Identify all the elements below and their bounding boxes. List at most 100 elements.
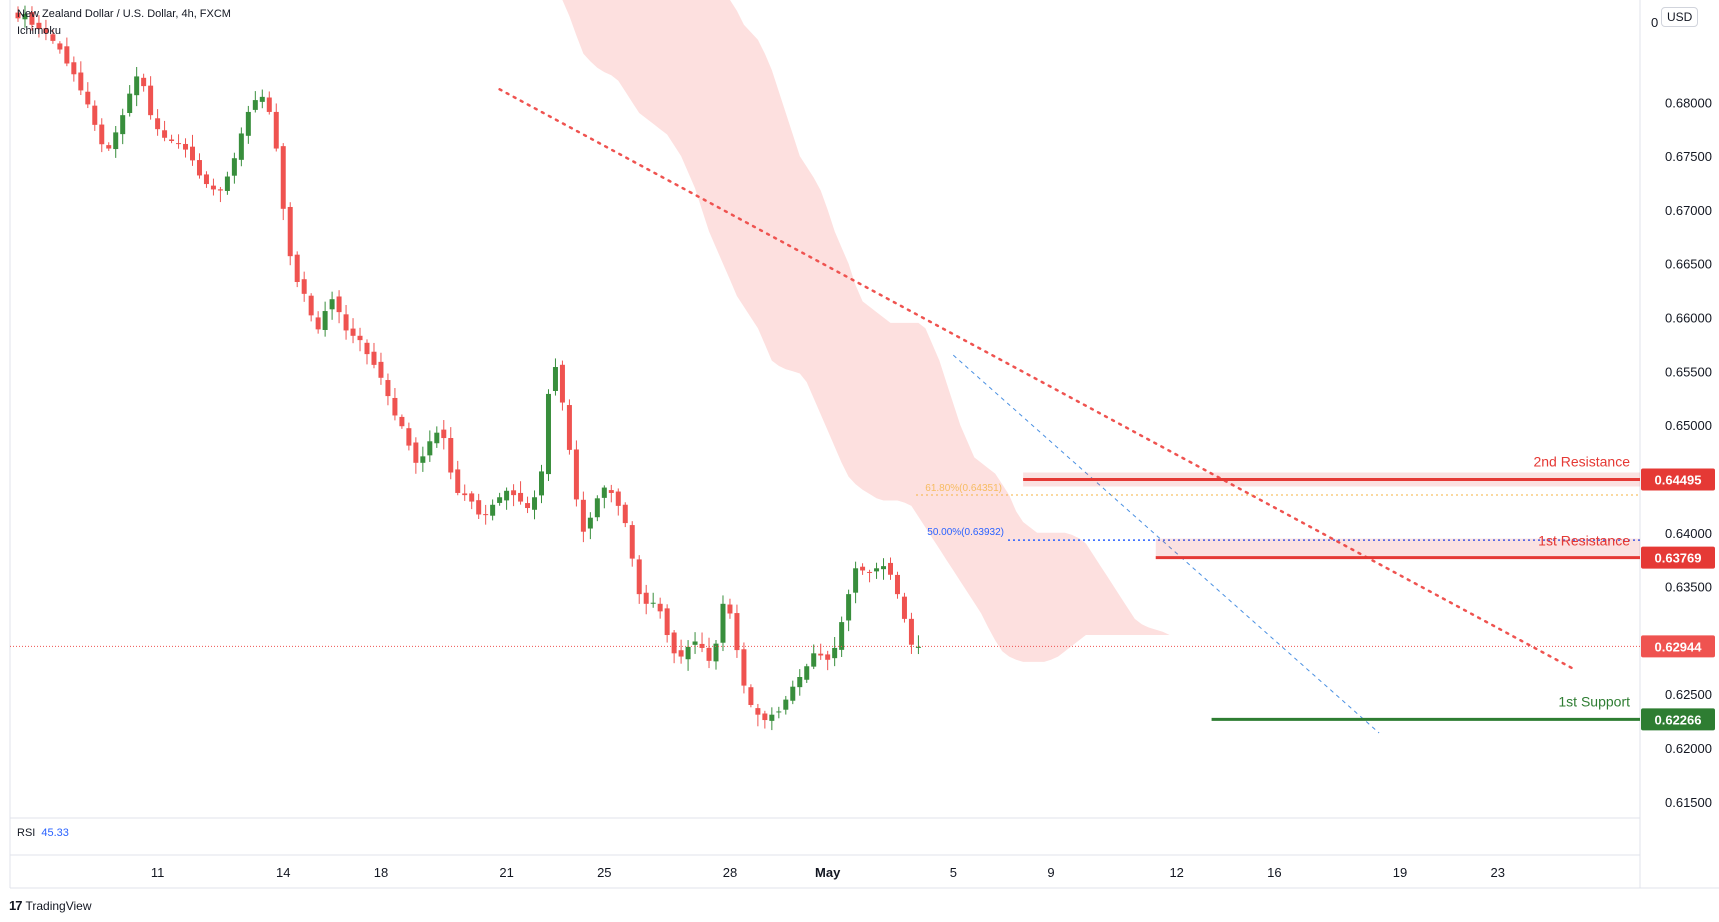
candle-body xyxy=(797,677,803,688)
candle-body xyxy=(427,441,433,456)
price-tick-label: 0.65500 xyxy=(1665,364,1712,379)
candle-body xyxy=(378,361,384,378)
candle xyxy=(643,584,649,615)
candles-layer xyxy=(15,5,921,731)
candle-body xyxy=(678,650,684,657)
candle-body xyxy=(162,130,168,138)
candle xyxy=(811,644,817,670)
candle-body xyxy=(573,449,579,500)
indicator-label: Ichimoku xyxy=(17,25,62,37)
candle-body xyxy=(881,566,887,570)
candle xyxy=(881,558,887,580)
axis-layer: 0.615000.620000.625000.630000.635000.640… xyxy=(151,15,1715,880)
candle-body xyxy=(420,456,426,463)
candle xyxy=(685,640,691,671)
candle-body xyxy=(894,574,900,595)
candle xyxy=(322,301,328,337)
candle xyxy=(85,82,91,109)
candle xyxy=(573,440,579,507)
candle-body xyxy=(273,111,279,149)
candle-body xyxy=(50,34,56,41)
candle-body xyxy=(64,46,70,64)
brand-name: TradingView xyxy=(25,898,92,913)
candle xyxy=(692,632,698,654)
candle-body xyxy=(406,428,412,446)
price-tick-label: 0 xyxy=(1651,15,1658,30)
candle-body xyxy=(169,139,175,141)
candle xyxy=(483,504,489,525)
candle xyxy=(71,56,77,82)
candle xyxy=(315,311,321,334)
candle xyxy=(594,495,600,522)
candle-body xyxy=(497,497,503,503)
candle xyxy=(860,563,866,575)
candle-body xyxy=(29,12,35,25)
candle-body xyxy=(566,405,572,450)
candle xyxy=(134,66,140,107)
candle-body xyxy=(636,559,642,595)
candle-body xyxy=(720,603,726,643)
candle-body xyxy=(476,500,482,515)
candle xyxy=(699,632,705,653)
candle xyxy=(476,493,482,519)
candle-body xyxy=(392,397,398,416)
candle-body xyxy=(371,351,377,365)
downtrend-line xyxy=(498,88,1576,671)
candle-body xyxy=(364,342,370,355)
candle-body xyxy=(811,653,817,667)
candle xyxy=(455,460,461,496)
candle-body xyxy=(78,72,84,91)
resistance-zone xyxy=(1155,538,1640,558)
candle xyxy=(650,592,656,608)
candle xyxy=(608,484,614,503)
candle xyxy=(664,604,670,643)
candle xyxy=(392,388,398,421)
candle xyxy=(566,399,572,455)
candle-body xyxy=(832,647,838,659)
tradingview-logo[interactable]: 17 TradingView xyxy=(9,898,92,913)
candle xyxy=(839,616,845,658)
candle-body xyxy=(155,118,161,130)
time-tick-label: 16 xyxy=(1267,865,1281,880)
time-tick-label: 25 xyxy=(597,865,611,880)
candle xyxy=(762,710,768,729)
fib-618-label: 61.80%(0.64351) xyxy=(925,483,1002,494)
candle xyxy=(385,373,391,406)
candle xyxy=(238,127,244,167)
candle xyxy=(622,502,628,528)
candle-body xyxy=(462,493,468,496)
price-tick-label: 0.67500 xyxy=(1665,149,1712,164)
candle xyxy=(22,5,28,28)
chart-symbol-title: New Zealand Dollar / U.S. Dollar, 4h, FX… xyxy=(17,8,231,20)
candle xyxy=(357,327,363,352)
time-tick-label: 21 xyxy=(499,865,513,880)
price-tick-label: 0.61500 xyxy=(1665,795,1712,810)
candle-body xyxy=(224,176,230,191)
time-tick-label: 19 xyxy=(1393,865,1407,880)
candle xyxy=(259,89,265,109)
price-tick-label: 0.66000 xyxy=(1665,311,1712,326)
candle xyxy=(825,650,831,671)
candle-body xyxy=(580,499,586,532)
cloud-layer xyxy=(374,0,1170,662)
candle-body xyxy=(559,364,565,403)
time-tick-label: 18 xyxy=(374,865,388,880)
candle xyxy=(441,420,447,450)
candle xyxy=(769,707,775,731)
price-marker-box xyxy=(1641,468,1715,491)
price-tick-label: 0.67000 xyxy=(1665,203,1712,218)
candle xyxy=(36,15,42,38)
candle xyxy=(580,491,586,543)
candle-body xyxy=(301,279,307,294)
candle-body xyxy=(699,643,705,648)
currency-button[interactable]: USD xyxy=(1661,7,1699,27)
candle xyxy=(406,422,412,451)
candle xyxy=(155,109,161,136)
level-name-label: 1st Resistance xyxy=(1538,533,1630,549)
candle-body xyxy=(867,571,873,573)
candle xyxy=(629,521,635,567)
candle xyxy=(371,342,377,369)
candle xyxy=(720,595,726,652)
candle xyxy=(867,569,873,583)
